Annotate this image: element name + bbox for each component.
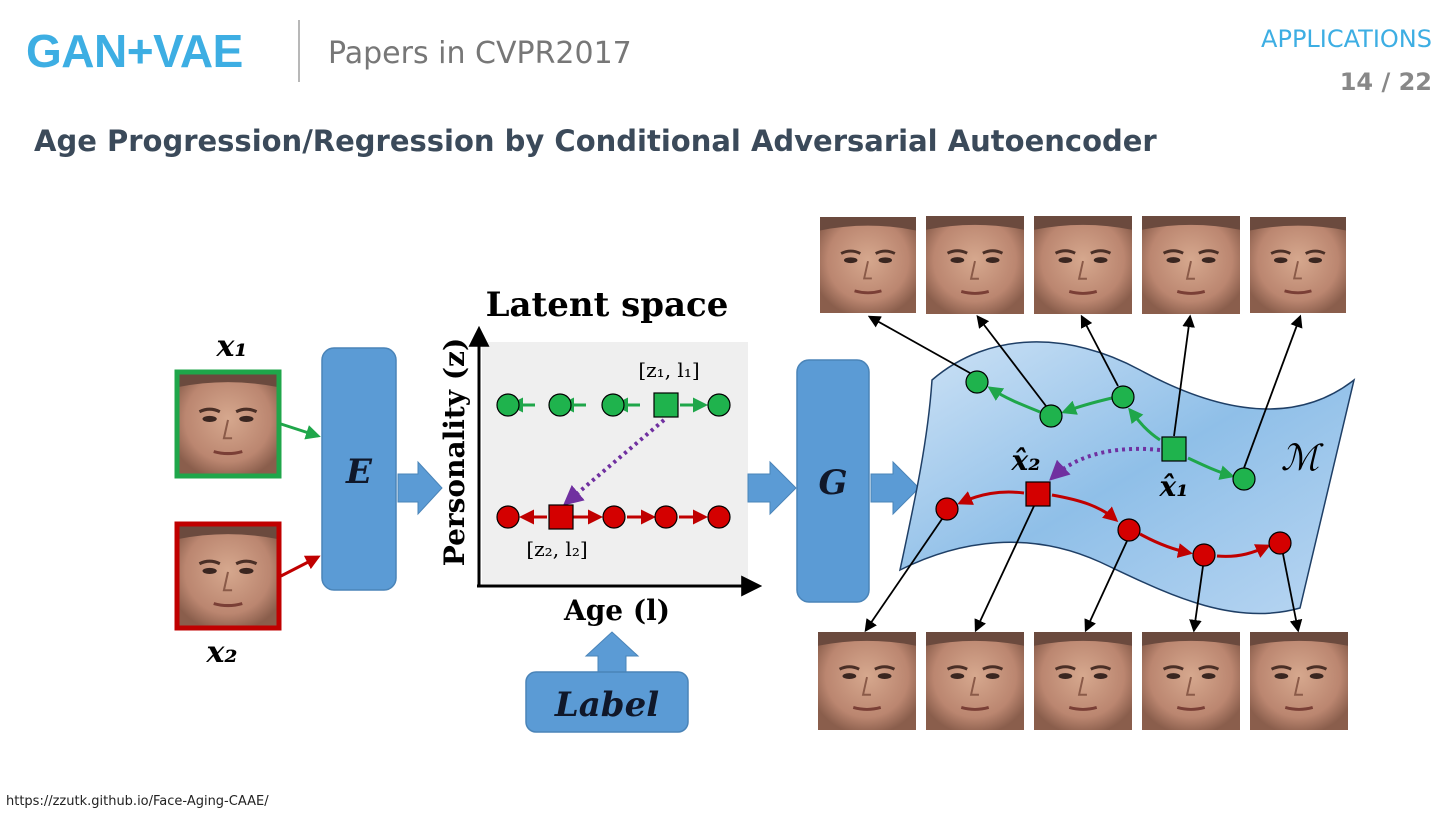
input-arrow-x2 xyxy=(280,555,321,578)
latent-row-red xyxy=(496,504,731,530)
generated-face xyxy=(1142,632,1240,730)
recon-x1-label: x̂₁ xyxy=(1159,470,1189,503)
generated-face xyxy=(1034,216,1132,314)
manifold-node xyxy=(1232,467,1256,491)
face-manifold xyxy=(898,341,1356,615)
manifold-node xyxy=(1117,518,1141,542)
input-arrow-x1 xyxy=(280,422,321,440)
latent-space-title: Latent space xyxy=(486,285,729,325)
page-indicator: 14 / 22 xyxy=(1339,68,1432,96)
generated-face xyxy=(1142,216,1240,314)
generator-block xyxy=(796,359,870,603)
manifold-recon-x1 xyxy=(1161,436,1187,462)
latent-node xyxy=(548,393,572,417)
latent-code-z1 xyxy=(653,392,679,418)
header-divider xyxy=(298,20,300,82)
latent-y-axis-label: Personality (z) xyxy=(438,338,471,566)
latent-row-green xyxy=(496,392,731,418)
generated-face xyxy=(1034,632,1132,730)
input-x2-label: x₂ xyxy=(205,635,237,670)
generated-faces-bottom xyxy=(818,632,1348,730)
generated-face xyxy=(1250,216,1346,314)
encoder-to-latent-arrow xyxy=(397,460,443,516)
source-link[interactable]: https://zzutk.github.io/Face-Aging-CAAE/ xyxy=(6,794,269,809)
generator-to-manifold-arrow xyxy=(870,460,920,516)
latent-x-axis-label: Age (l) xyxy=(563,594,670,627)
manifold-node xyxy=(1268,531,1292,555)
face-pointer-arrows xyxy=(864,314,1303,633)
latent-node xyxy=(496,505,520,529)
generated-face xyxy=(926,632,1024,730)
label-box xyxy=(525,671,689,733)
manifold-recon-x2 xyxy=(1025,481,1051,507)
latent-node xyxy=(707,505,731,529)
manifold-label: ℳ xyxy=(1281,438,1324,479)
manifold-transfer-arrow xyxy=(1049,446,1161,481)
encoder-label: E xyxy=(345,452,373,492)
encoder-block xyxy=(321,347,397,591)
latent-point-z1-label: [z₁, l₁] xyxy=(638,358,699,382)
latent-code-z2 xyxy=(548,504,574,530)
label-to-latent-arrow xyxy=(584,631,640,673)
generated-face xyxy=(1250,632,1348,730)
input-x1-label: x₁ xyxy=(215,329,247,364)
manifold-node xyxy=(965,370,989,394)
generated-face xyxy=(926,216,1024,314)
latent-point-z2-label: [z₂, l₂] xyxy=(526,537,587,561)
input-face-x2 xyxy=(174,521,282,631)
label-box-text: Label xyxy=(554,685,659,725)
manifold-node xyxy=(1111,385,1135,409)
manifold-trajectory-red xyxy=(935,481,1292,567)
recon-x2-label: x̂₂ xyxy=(1011,444,1041,477)
latent-transfer-arrow xyxy=(562,418,666,506)
manifold-node xyxy=(1192,543,1216,567)
generated-face xyxy=(818,632,916,730)
latent-node xyxy=(707,393,731,417)
generator-label: G xyxy=(818,463,847,503)
latent-node xyxy=(601,393,625,417)
latent-node xyxy=(654,505,678,529)
generated-faces-top xyxy=(820,216,1346,314)
manifold-trajectory-green xyxy=(965,370,1256,491)
brand-title: GAN+VAE xyxy=(26,25,243,77)
latent-to-generator-arrow xyxy=(747,460,797,516)
manifold-node xyxy=(1039,404,1063,428)
input-face-x1 xyxy=(174,369,282,479)
slide-title: Age Progression/Regression by Conditiona… xyxy=(34,124,1157,158)
latent-node xyxy=(496,393,520,417)
section-label: APPLICATIONS xyxy=(1261,25,1432,53)
generated-face xyxy=(820,216,916,314)
header-subtitle: Papers in CVPR2017 xyxy=(328,36,632,71)
latent-node xyxy=(602,505,626,529)
manifold-node xyxy=(935,497,959,521)
